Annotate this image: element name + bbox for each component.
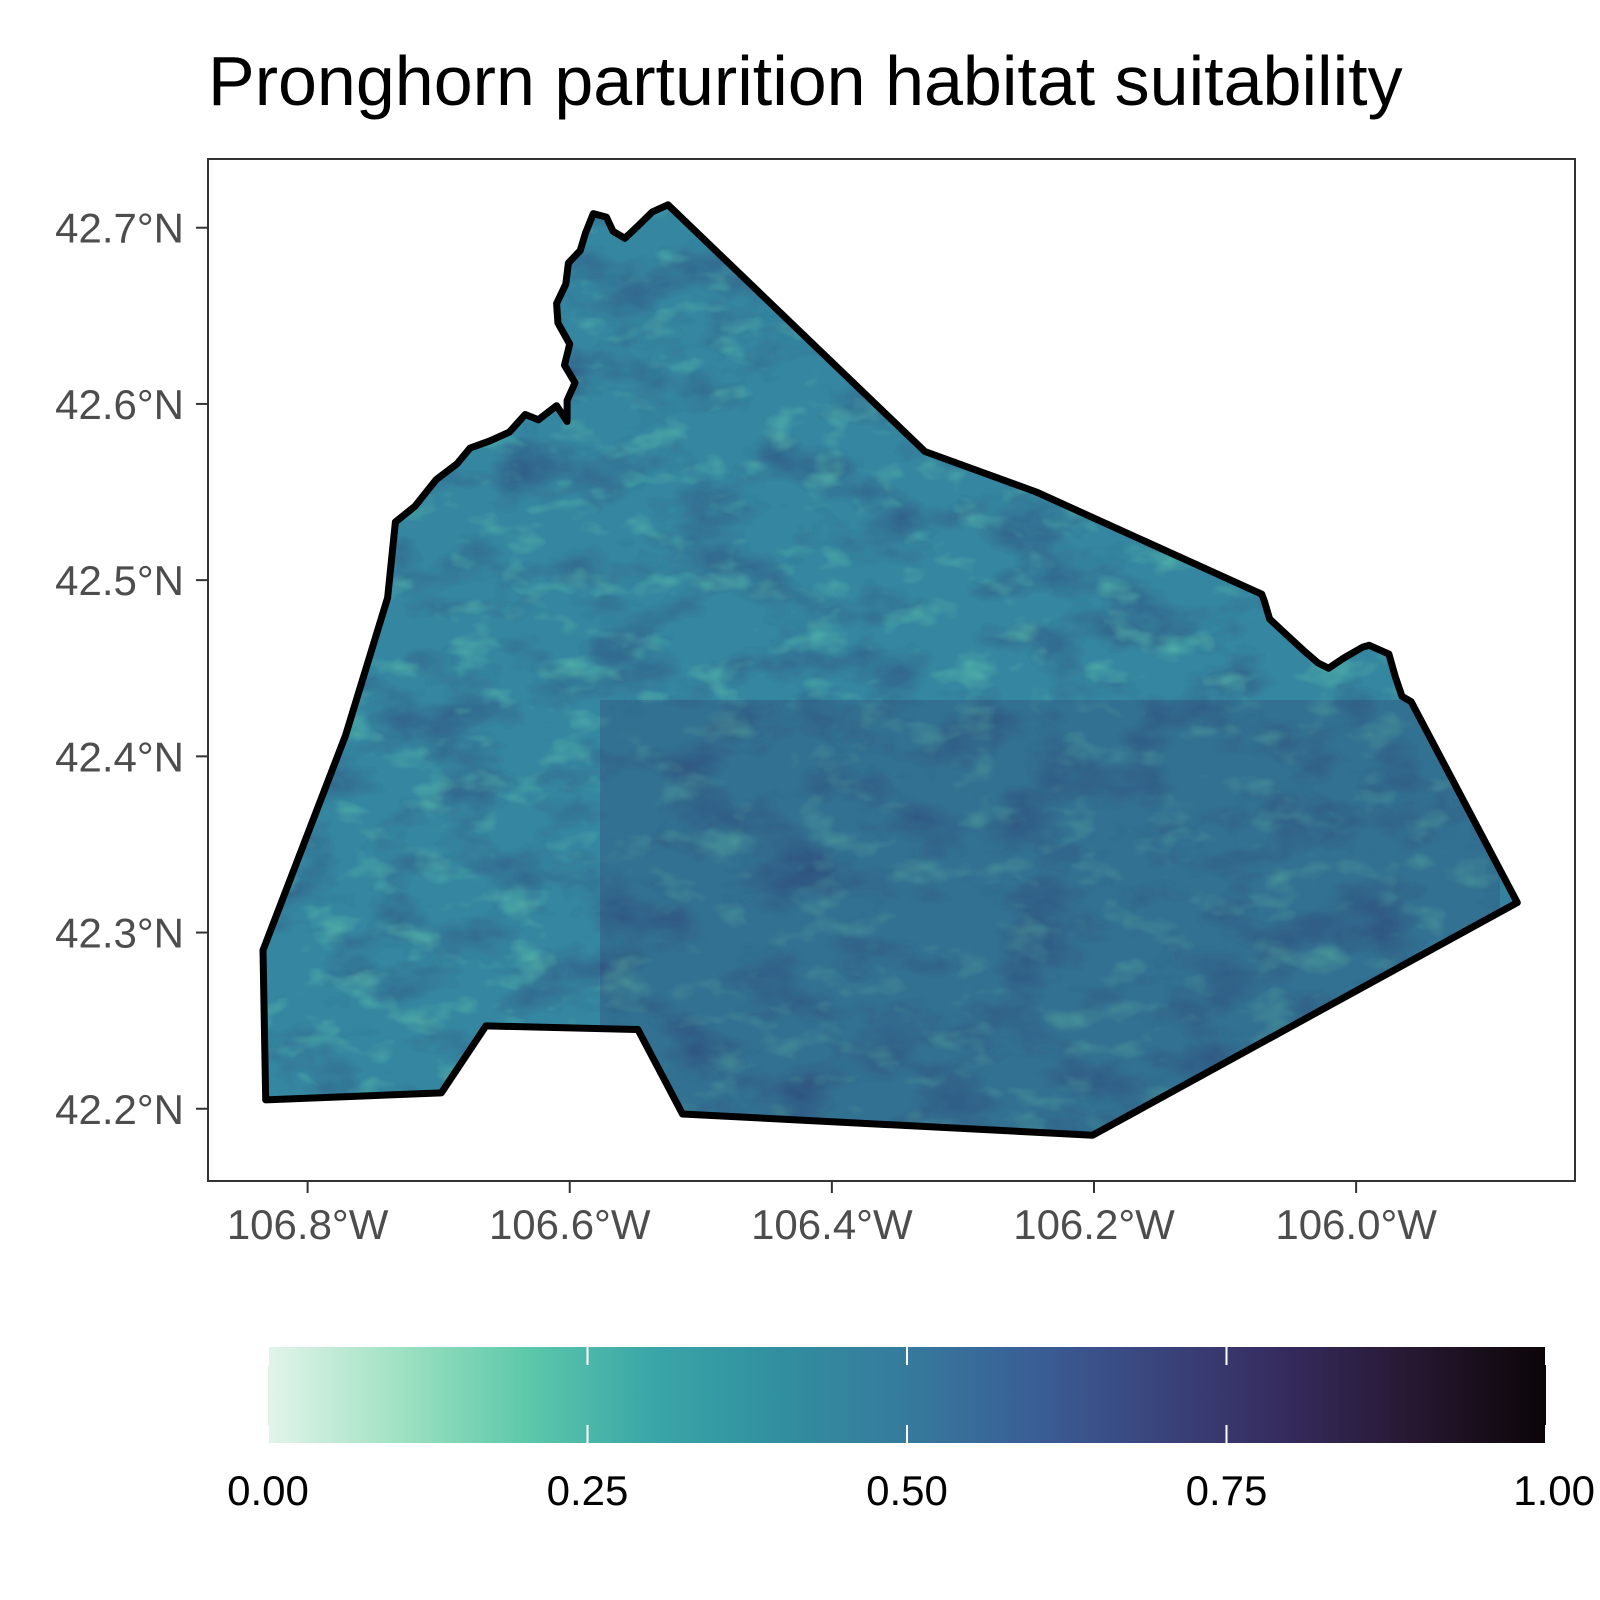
y-tick-label: 42.2°N [55, 1086, 184, 1133]
y-tick-label: 42.5°N [55, 557, 184, 604]
suitability-raster [263, 204, 1518, 1136]
y-tick-label: 42.3°N [55, 910, 184, 957]
legend-tick-label: 0.25 [547, 1467, 629, 1514]
legend-tick-label: 1.00 [1513, 1467, 1595, 1514]
map-title: Pronghorn parturition habitat suitabilit… [208, 42, 1403, 120]
x-tick-label: 106.4°W [751, 1201, 913, 1248]
x-tick-label: 106.2°W [1013, 1201, 1175, 1248]
legend-tick-label: 0.75 [1186, 1467, 1268, 1514]
x-tick-label: 106.0°W [1275, 1201, 1437, 1248]
legend-tick-label: 0.50 [866, 1467, 948, 1514]
legend-ticks: 0.00 0.25 0.50 0.75 1.00 [227, 1347, 1595, 1514]
y-axis: 42.2°N 42.3°N 42.4°N 42.5°N 42.6°N 42.7°N [55, 205, 208, 1133]
legend-tick-label: 0.00 [227, 1467, 309, 1514]
map-panel-border [207, 158, 1576, 1182]
y-tick-label: 42.6°N [55, 381, 184, 428]
color-legend: 0.00 0.25 0.50 0.75 1.00 [227, 1347, 1595, 1514]
raster-south-shading [600, 700, 1500, 1136]
x-axis: 106.8°W 106.6°W 106.4°W 106.2°W 106.0°W [227, 1181, 1437, 1248]
x-tick-label: 106.6°W [489, 1201, 651, 1248]
y-tick-label: 42.4°N [55, 733, 184, 780]
x-tick-label: 106.8°W [227, 1201, 389, 1248]
study-area-boundary [259, 201, 1521, 1139]
y-tick-label: 42.7°N [55, 205, 184, 252]
